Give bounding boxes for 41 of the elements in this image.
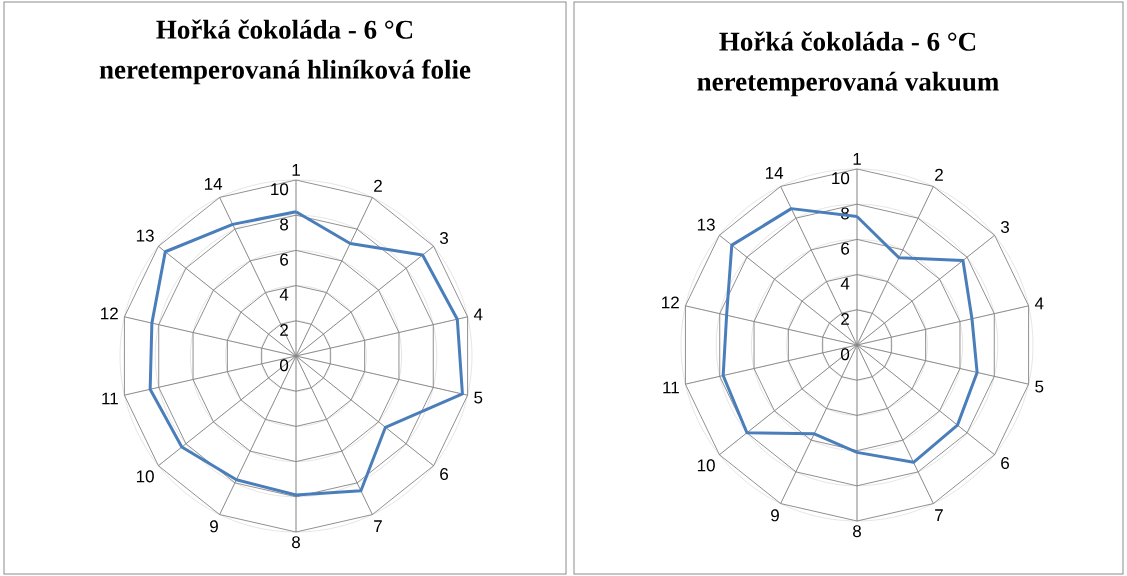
chart-title: Hořká čokoláda - 6 °C neretemperovaná hliníková folie xyxy=(99,19,471,85)
spoke-label: 5 xyxy=(1035,380,1044,393)
spoke-label: 4 xyxy=(473,308,483,321)
spoke-label: 8 xyxy=(853,525,861,538)
y-tick-label: 4 xyxy=(279,288,289,301)
spoke-label: 12 xyxy=(662,296,679,309)
y-tick-label: 4 xyxy=(840,277,850,290)
spoke-label: 14 xyxy=(766,167,784,179)
spoke-label: 5 xyxy=(474,391,483,404)
spoke-label: 9 xyxy=(210,520,218,533)
spoke-label: 3 xyxy=(1000,220,1010,233)
spoke-label: 3 xyxy=(439,231,449,244)
spoke-label: 13 xyxy=(697,218,715,231)
spoke-label: 10 xyxy=(697,459,715,472)
spoke-label: 1 xyxy=(292,164,300,176)
spoke-label: 9 xyxy=(771,509,779,522)
y-tick-label: 0 xyxy=(280,359,289,372)
spoke-label: 8 xyxy=(292,536,300,549)
chart-title: Hořká čokoláda - 6 °C neretemperovaná vakuum xyxy=(697,31,999,97)
y-tick-label: 8 xyxy=(280,218,289,231)
spoke-label: 10 xyxy=(136,470,154,483)
spoke-label: 2 xyxy=(374,179,382,192)
spoke-label: 7 xyxy=(935,509,943,522)
spoke-label: 1 xyxy=(853,153,861,165)
spoke-label: 2 xyxy=(935,168,943,181)
spoke-label: 14 xyxy=(204,178,223,190)
y-tick-label: 6 xyxy=(280,253,289,266)
spoke-label: 11 xyxy=(102,392,118,405)
spoke-label: 7 xyxy=(374,520,382,533)
y-tick-label: 2 xyxy=(841,313,849,325)
spoke-label: 12 xyxy=(101,307,118,320)
spoke-label: 13 xyxy=(136,229,154,242)
y-tick-label: 10 xyxy=(271,183,289,196)
y-tick-label: 6 xyxy=(841,242,850,255)
spoke-label: 6 xyxy=(1001,457,1010,470)
y-tick-label: 0 xyxy=(841,348,850,361)
y-tick-label: 2 xyxy=(280,324,288,336)
y-tick-label: 10 xyxy=(832,172,850,185)
spoke-label: 4 xyxy=(1034,297,1044,310)
spoke-label: 6 xyxy=(440,468,449,481)
spoke-label: 11 xyxy=(663,381,679,394)
